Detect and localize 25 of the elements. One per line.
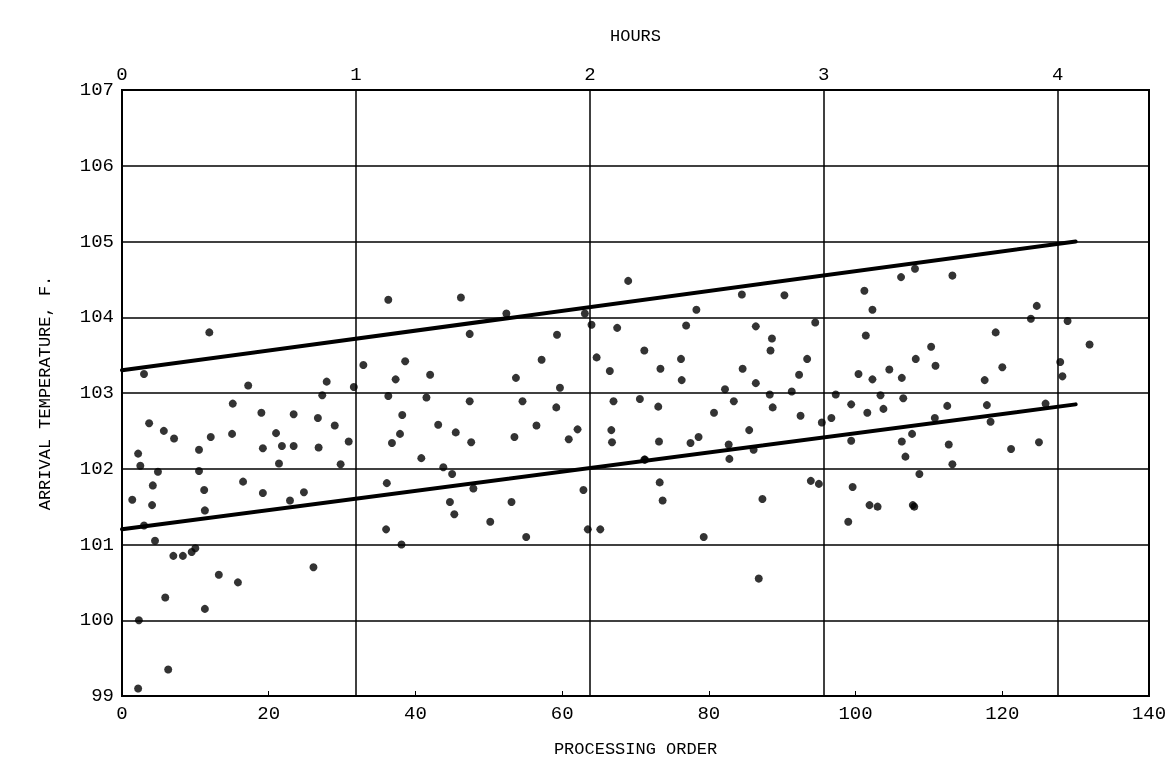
x2-tick-label: 4: [1052, 63, 1064, 86]
x-tick-label: 60: [550, 702, 574, 725]
y-tick-label: 100: [79, 609, 114, 632]
x-tick-label: 100: [838, 702, 873, 725]
y-axis-title: ARRIVAL TEMPERATURE, F.: [36, 275, 55, 511]
y-tick-label: 99: [91, 685, 114, 707]
x2-tick-label: 0: [116, 63, 128, 86]
y-tick-label: 105: [79, 230, 114, 253]
x-tick-label: 140: [1131, 702, 1167, 725]
x-tick-label: 40: [404, 702, 427, 725]
y-tick-label: 101: [79, 533, 114, 556]
y-tick-label: 107: [79, 79, 114, 101]
x-tick-label: 20: [257, 702, 281, 725]
x-tick-label: 0: [116, 702, 128, 725]
x2-tick-label: 1: [350, 63, 362, 86]
x-tick-label: 120: [985, 702, 1020, 725]
y-tick-label: 106: [79, 154, 114, 177]
y-tick-label: 103: [79, 382, 114, 404]
y-tick-label: 104: [79, 306, 114, 329]
y-tick-label: 102: [79, 457, 114, 480]
x-tick-label: 80: [697, 702, 721, 725]
x2-axis-title: HOURS: [609, 27, 662, 46]
x-axis-title: PROCESSING ORDER: [553, 740, 718, 759]
x2-tick-label: 3: [818, 63, 830, 86]
x2-tick-label: 2: [584, 63, 596, 86]
